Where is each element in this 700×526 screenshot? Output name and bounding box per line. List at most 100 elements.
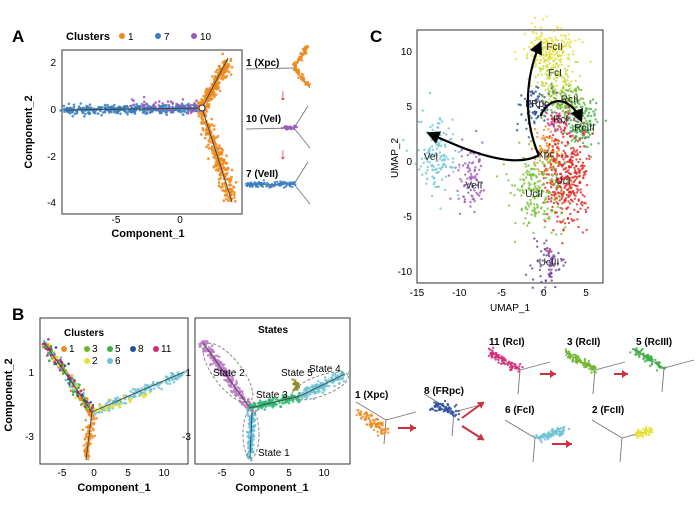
umap-point-fcii <box>578 38 581 41</box>
umap-point-rci <box>550 123 553 126</box>
umap-point-rcii <box>567 110 570 114</box>
umap-point-uci <box>585 228 588 232</box>
cluster-2-point <box>129 400 132 403</box>
umap-point-veii <box>458 163 461 166</box>
umap-point-fci <box>567 64 570 68</box>
umap-point-fci <box>555 94 558 97</box>
state-2-point <box>221 365 225 369</box>
umap-point-uci <box>549 200 553 203</box>
umap-point-vei <box>432 177 435 180</box>
umap-point-veii <box>473 168 477 171</box>
state-1-point <box>249 458 253 461</box>
umap-point-rciii <box>586 145 589 149</box>
cluster-1-point <box>218 89 222 93</box>
cluster-1-point <box>92 421 96 425</box>
state-2-point <box>211 350 215 354</box>
side-point <box>300 78 303 81</box>
cluster-7-point <box>88 103 92 106</box>
cluster-7-point <box>158 110 162 114</box>
umap-point-vei <box>434 139 437 142</box>
umap-point-fcii <box>537 51 540 55</box>
umap-point-uci <box>561 242 564 245</box>
cluster-point <box>67 374 71 378</box>
mini-point <box>655 369 659 372</box>
state-3-point <box>251 404 254 407</box>
umap-point-ucii <box>564 161 567 165</box>
umap-point-uci <box>564 144 567 148</box>
umap-point-fcii <box>514 58 518 61</box>
umap-point-frpc <box>538 100 541 103</box>
cluster-label-ucii: UcII <box>525 189 543 200</box>
cluster-1-point <box>221 148 224 152</box>
umap-point-vei <box>451 157 455 160</box>
cluster-10-point <box>186 112 190 115</box>
umap-point-rciii <box>594 108 597 111</box>
panel-b-legend: 1 3 5 8 112 6 <box>61 344 172 367</box>
umap-point-ucii <box>537 185 540 188</box>
cluster-1-point <box>210 117 214 121</box>
umap-point-vei <box>418 168 421 171</box>
legend-swatch <box>130 346 136 352</box>
umap-point-fci <box>553 77 556 80</box>
legend-label: 1 <box>128 32 134 43</box>
umap-point-ucii <box>542 170 545 174</box>
umap-point-ucii <box>528 173 532 177</box>
umap-point-ucii <box>516 188 519 191</box>
umap-point-uci <box>551 148 555 152</box>
umap-point-uci <box>561 132 564 136</box>
umap-point-vei <box>429 153 432 157</box>
umap-point-veii <box>467 191 470 194</box>
umap-point-vei <box>447 127 450 130</box>
state-2-point <box>209 348 212 352</box>
cluster-7-point <box>73 112 77 116</box>
umap-point-vei <box>430 164 433 167</box>
state-3-point <box>284 394 288 398</box>
traj-label-6: 6 (FcI) <box>505 405 534 416</box>
cluster-10-point <box>166 100 170 103</box>
cluster-7-point <box>79 102 83 105</box>
state-2-point <box>216 366 220 370</box>
umap-point-rcii <box>581 97 585 101</box>
umap-point-uci <box>579 188 582 191</box>
cluster-7-point <box>126 111 129 114</box>
umap-point-fcii <box>544 46 547 49</box>
mini-point <box>444 406 447 409</box>
umap-point-fci <box>578 75 582 78</box>
umap-point-uci <box>568 190 571 194</box>
mini-point <box>563 425 566 428</box>
umap-point-fci <box>541 67 545 70</box>
umap-point-fci <box>548 85 551 88</box>
umap-point-uci <box>584 130 587 134</box>
mini-point <box>519 363 522 366</box>
mini-point <box>360 416 363 419</box>
umap-point-fcii <box>560 34 563 37</box>
side-point <box>293 64 296 68</box>
state-4-point <box>301 391 304 395</box>
umap-point-rci <box>558 114 561 117</box>
cluster-1-point <box>211 75 214 78</box>
side-point <box>304 51 307 54</box>
umap-point-uciii <box>550 258 553 261</box>
state-2-point <box>205 339 209 343</box>
umap-point-frpc <box>537 106 541 110</box>
umap-point-vei <box>444 175 448 178</box>
umap-point-fci <box>568 44 571 47</box>
cluster-1-point <box>234 180 238 184</box>
umap-point-uci <box>575 191 578 194</box>
umap-point-uci <box>572 149 576 152</box>
umap-point-rcii <box>547 91 550 94</box>
umap-point-ucii <box>522 173 525 176</box>
umap-point-rciii <box>574 140 577 143</box>
panel-b-states-ytick: -3 <box>182 432 191 443</box>
umap-point-frpc <box>529 100 532 103</box>
umap-point-vei <box>435 147 439 150</box>
cluster-point <box>63 364 67 367</box>
umap-point-uci <box>554 138 557 141</box>
umap-point-xpc <box>537 170 541 173</box>
umap-point-xpc <box>550 139 554 142</box>
cluster-1-point <box>214 70 218 74</box>
state-2-point <box>247 398 250 402</box>
umap-point-uci <box>583 164 586 168</box>
mini-point <box>568 357 572 360</box>
umap-point-ucii <box>511 184 514 187</box>
